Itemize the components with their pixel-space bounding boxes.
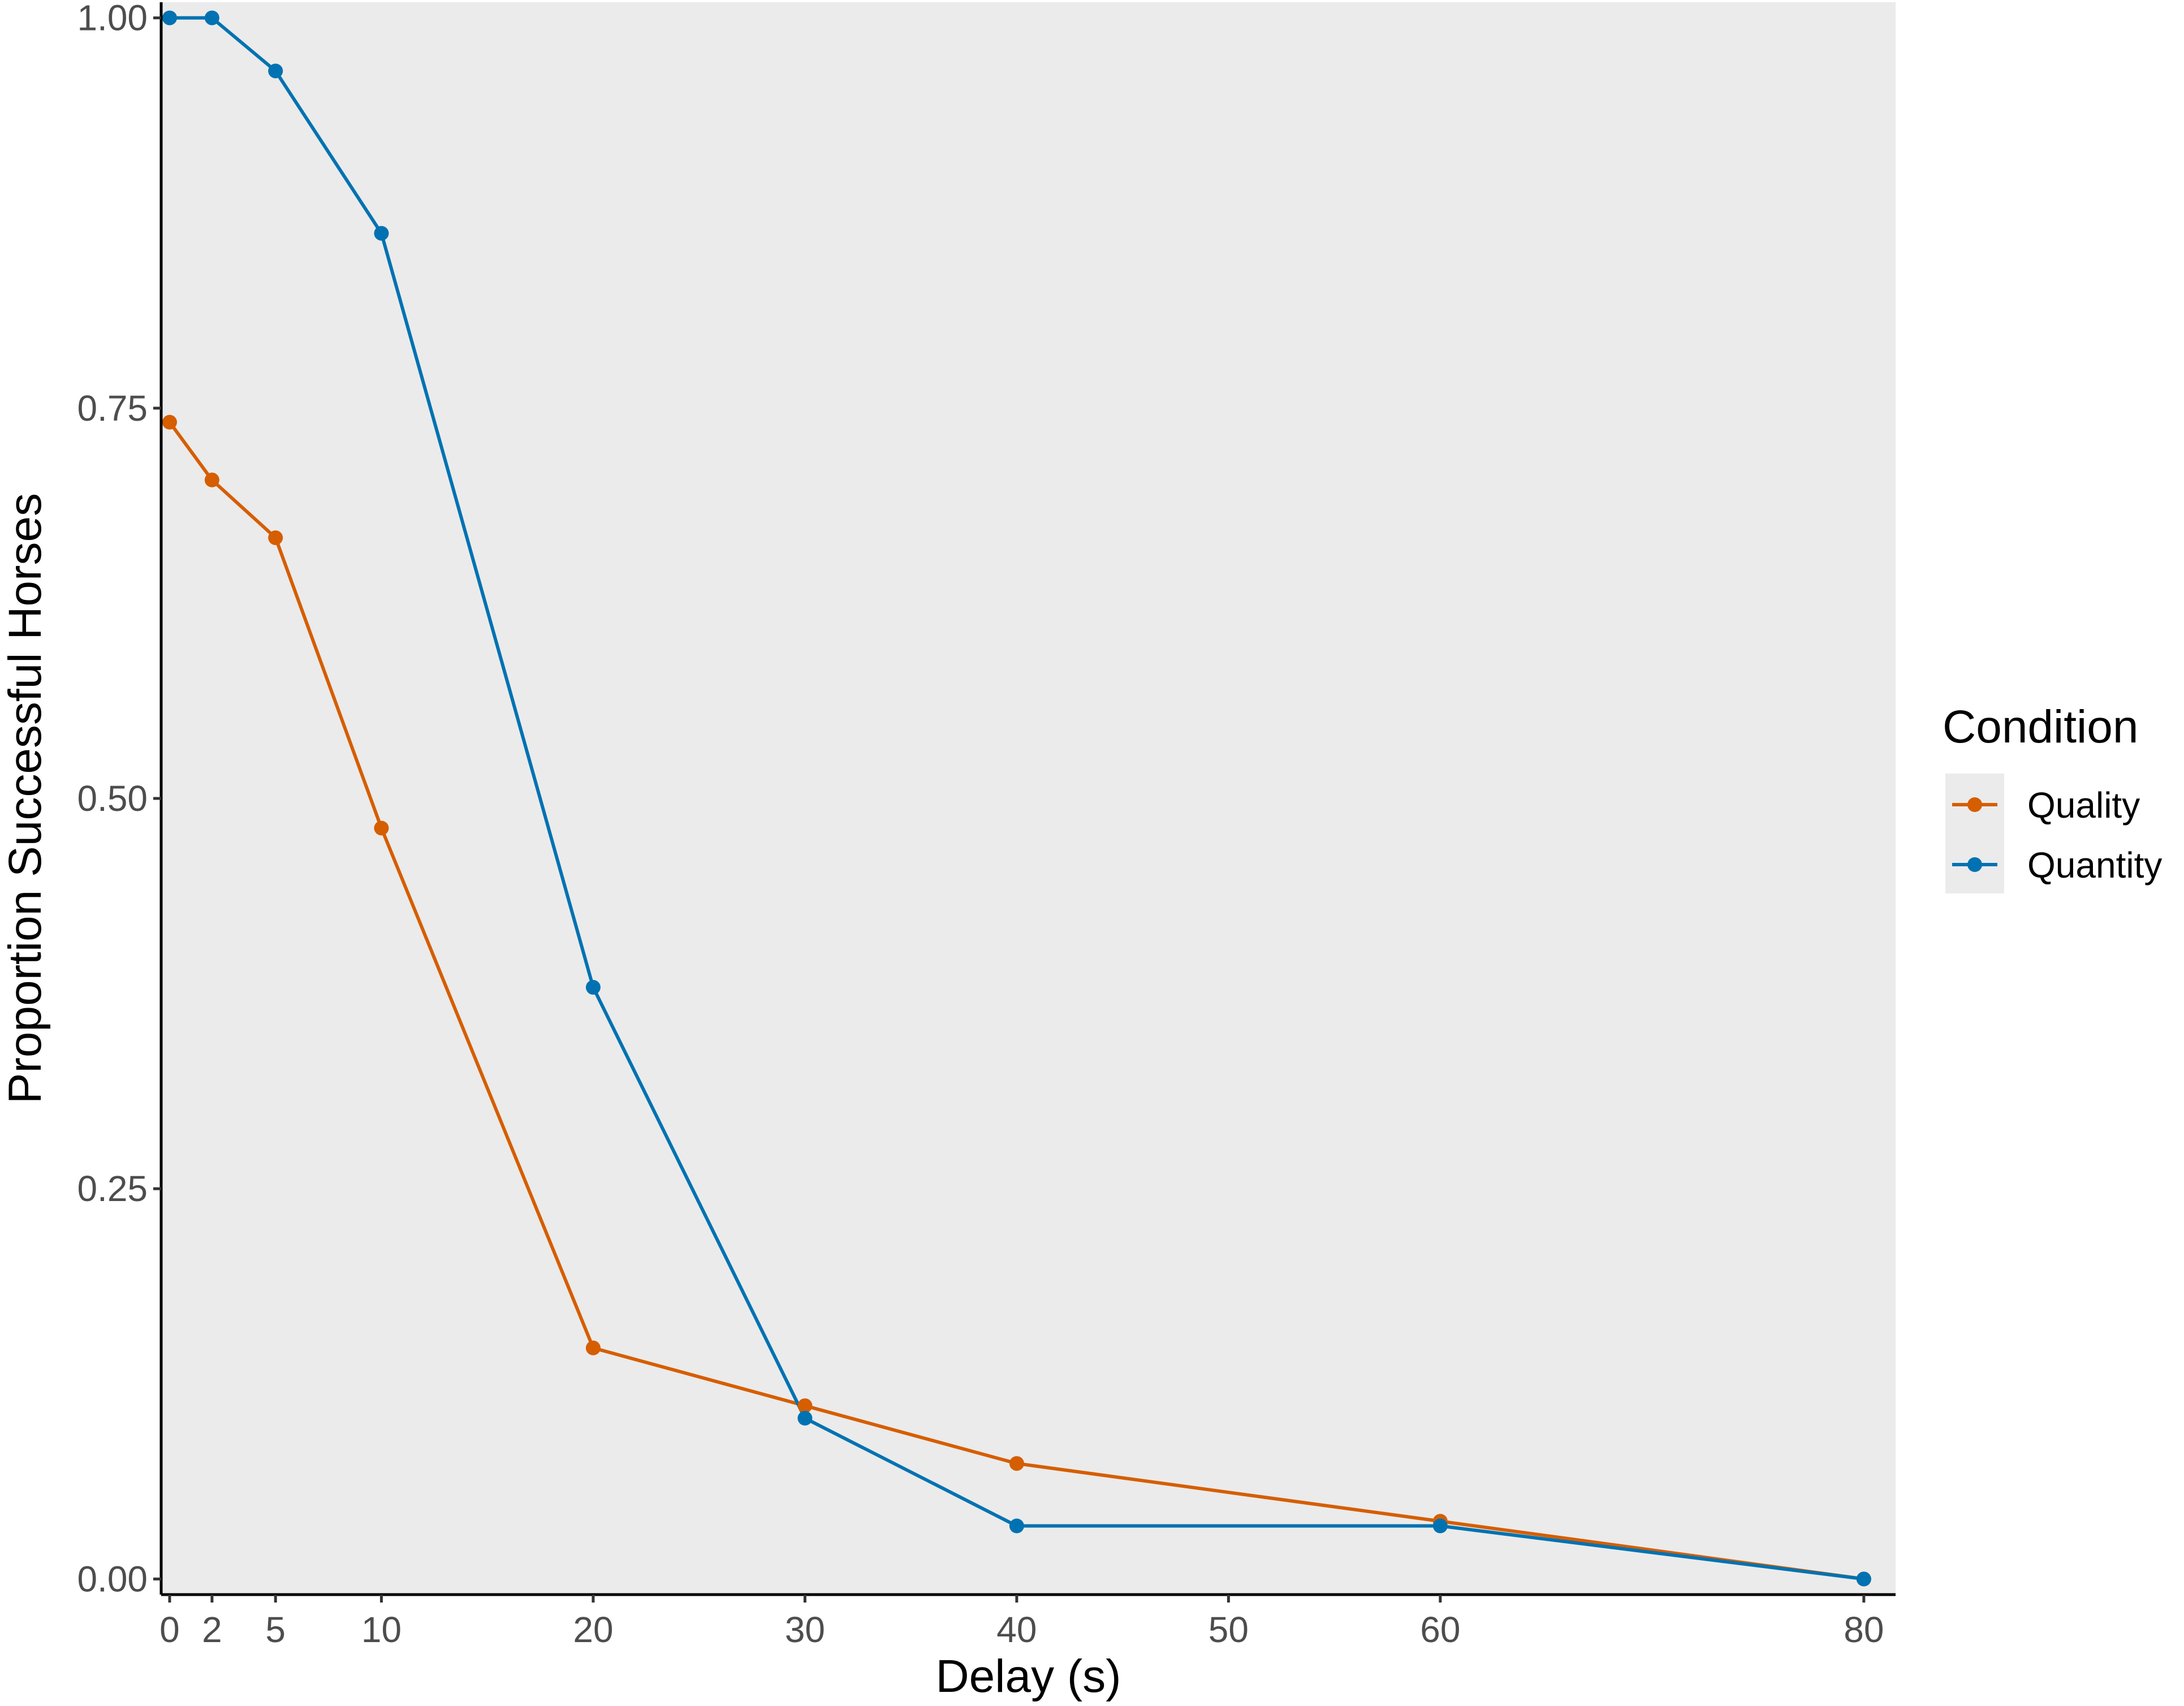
data-point-quality xyxy=(162,414,177,430)
data-point-quality xyxy=(268,530,283,545)
legend: Condition Quality Quantity xyxy=(1943,701,2162,893)
legend-title: Condition xyxy=(1943,701,2138,753)
y-tick-label: 1.00 xyxy=(77,0,148,38)
data-point-quantity xyxy=(374,226,389,241)
data-point-quantity xyxy=(585,980,601,995)
x-axis-title: Delay (s) xyxy=(935,1651,1121,1702)
x-tick-label: 30 xyxy=(785,1609,825,1650)
legend-keys-background xyxy=(1945,774,2004,893)
x-tick-label: 2 xyxy=(202,1609,222,1650)
legend-key-point xyxy=(1967,797,1982,812)
x-tick-label: 10 xyxy=(361,1609,402,1650)
x-tick-label: 0 xyxy=(159,1609,180,1650)
data-point-quantity xyxy=(268,63,283,79)
data-point-quality xyxy=(585,1340,601,1355)
data-point-quantity xyxy=(797,1411,813,1426)
data-point-quality xyxy=(204,472,219,487)
legend-items: Quality Quantity xyxy=(1952,785,2162,886)
data-point-quantity xyxy=(204,10,219,25)
data-point-quantity xyxy=(162,10,177,25)
x-axis-ticks: 0 2 5 10 20 30 40 50 60 80 xyxy=(159,1595,1884,1650)
data-point-quantity xyxy=(1856,1571,1871,1587)
series-layer xyxy=(162,10,1871,1587)
x-tick-label: 60 xyxy=(1420,1609,1460,1650)
x-tick-label: 80 xyxy=(1844,1609,1884,1650)
x-tick-label: 50 xyxy=(1208,1609,1249,1650)
y-axis-title: Proportion Successful Horses xyxy=(0,493,51,1104)
data-point-quantity xyxy=(1009,1518,1024,1534)
legend-key-point xyxy=(1967,857,1982,872)
y-tick-label: 0.50 xyxy=(77,778,148,819)
x-tick-label: 20 xyxy=(573,1609,613,1650)
data-point-quality xyxy=(797,1398,813,1413)
legend-label-quantity: Quantity xyxy=(2027,845,2162,886)
legend-label-quality: Quality xyxy=(2027,785,2140,826)
y-tick-label: 0.00 xyxy=(77,1558,148,1599)
y-tick-label: 0.25 xyxy=(77,1168,148,1209)
y-axis-ticks: 0.00 0.25 0.50 0.75 1.00 xyxy=(77,0,161,1599)
x-tick-label: 40 xyxy=(996,1609,1037,1650)
data-point-quality xyxy=(374,820,389,836)
data-point-quantity xyxy=(1432,1518,1448,1534)
data-point-quality xyxy=(1009,1456,1024,1471)
x-tick-label: 5 xyxy=(265,1609,286,1650)
plot-panel xyxy=(161,2,1896,1595)
y-tick-label: 0.75 xyxy=(77,388,148,429)
